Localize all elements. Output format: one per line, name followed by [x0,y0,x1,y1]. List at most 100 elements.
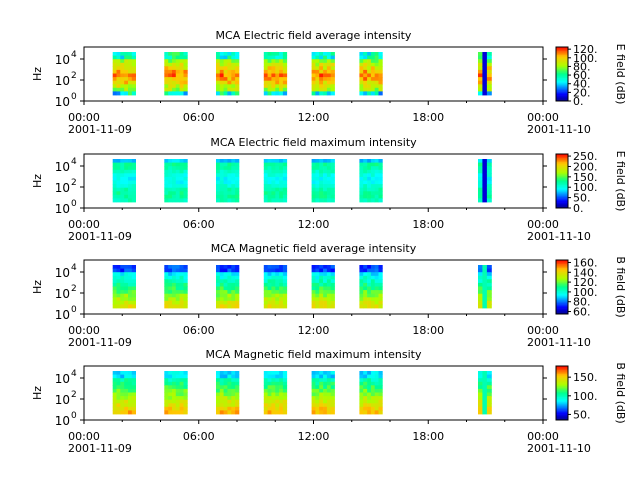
spectrogram-cell [131,184,136,189]
spectrogram-cell [378,169,383,174]
spectrogram-cell [216,73,221,78]
spectrogram-cell [367,162,372,167]
spectrogram-cell [370,381,376,386]
spectrogram-cell [231,378,236,383]
spectrogram-cell [326,381,332,386]
spectrogram-cell [486,184,492,189]
spectrogram-cell [359,180,364,185]
spectrogram-cell [311,73,316,78]
spectrogram-cell [219,169,224,174]
spectrogram-cell [131,73,136,78]
spectrogram-cell [168,159,173,163]
spectrogram-cell [131,371,136,375]
spectrogram-cell [363,91,368,96]
spectrogram-cell [282,378,288,383]
spectrogram-cell [216,194,221,199]
spectrogram-cell [374,410,379,415]
spectrogram-cell [267,272,272,277]
spectrogram-cell [370,265,376,269]
spectrogram-cell [486,173,492,178]
spectrogram-cell [131,173,136,178]
spectrogram-cell [378,198,383,203]
spectrogram-cell [315,300,320,305]
spectrogram-cell [168,279,173,284]
spectrogram-cell [164,191,169,196]
spectrogram-cell [227,300,232,305]
spectrogram-cell [478,272,483,277]
spectrogram-cell [374,268,379,273]
spectrogram-cell [315,173,320,178]
spectrogram-cell [319,80,324,85]
colorbar-cell [556,384,568,387]
spectrogram-cell [116,388,121,393]
spectrogram-cell [112,84,117,89]
spectrogram-cell [311,59,316,64]
spectrogram-cell [183,279,188,284]
spectrogram-cell [219,286,224,291]
spectrogram-cell [363,198,368,203]
spectrogram-cell [330,62,335,67]
colorbar-cell [556,374,568,376]
spectrogram-cell [315,304,320,309]
spectrogram-cell [227,162,232,167]
data-segment [359,52,383,96]
spectrogram-cell [216,385,221,390]
spectrogram-cell [172,166,177,171]
spectrogram-cell [378,275,383,280]
spectrogram-cell [168,166,173,171]
spectrogram-cell [323,169,328,174]
spectrogram-cell [478,59,483,64]
colorbar-tick-label: 80. [573,60,591,73]
spectrogram-cell [223,84,228,89]
spectrogram-cell [172,304,177,309]
spectrogram-cell [120,176,125,181]
spectrogram-cell [315,55,320,60]
spectrogram-cell [216,265,221,269]
spectrogram-cell [183,180,188,185]
spectrogram-cell [128,388,133,393]
spectrogram-cell [183,282,188,287]
spectrogram-cell [263,84,268,89]
spectrogram-cell [326,162,332,167]
spectrogram-cell [112,268,117,273]
spectrogram-cell [275,187,280,192]
spectrogram-cell [183,73,188,78]
spectrogram-cell [315,80,320,85]
x-tick-label: 00:00 [68,430,100,443]
spectrogram-cell [128,55,133,60]
colorbar-cell [556,86,568,88]
spectrogram-cell [323,410,328,415]
spectrogram-cell [168,198,173,203]
spectrogram-cell [282,173,288,178]
spectrogram-cell [311,282,316,287]
spectrogram-cell [275,399,280,404]
spectrogram-cell [486,169,492,174]
colorbar-cell [556,53,568,56]
spectrogram-cell [282,297,288,302]
spectrogram-cell [311,187,316,192]
spectrogram-cell [263,55,268,60]
colorbar-cell [556,399,568,402]
colorbar-cell [556,301,568,304]
spectrogram-cell [235,403,240,408]
spectrogram-cell [374,378,379,383]
spectrogram-cell [275,180,280,185]
spectrogram-cell [363,69,368,74]
spectrogram-cell [116,62,121,67]
spectrogram-cell [478,80,483,85]
spectrogram-cell [326,268,332,273]
spectrogram-cell [374,385,379,390]
spectrogram-cell [179,268,184,273]
spectrogram-cell [370,198,376,203]
spectrogram-cell [275,73,280,78]
spectrogram-cell [367,66,372,71]
spectrogram-cell [124,385,129,390]
spectrogram-cell [311,268,316,273]
spectrogram-cell [172,66,177,71]
spectrogram-cell [282,381,288,386]
spectrogram-cell [124,55,129,60]
spectrogram-cell [363,396,368,401]
spectrogram-cell [216,166,221,171]
spectrogram-cell [279,374,284,379]
spectrogram-cell [315,162,320,167]
